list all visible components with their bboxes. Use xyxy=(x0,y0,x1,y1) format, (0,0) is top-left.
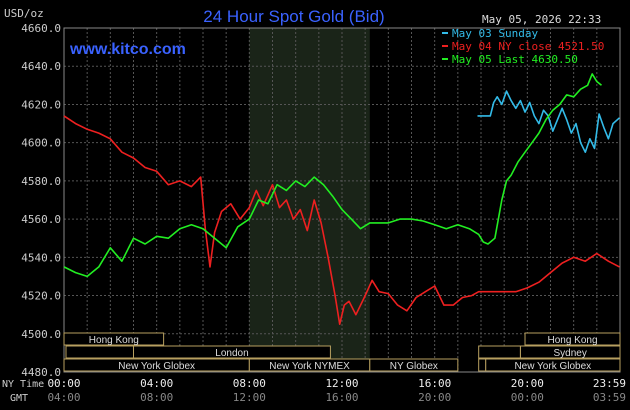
plot-frame xyxy=(63,27,621,373)
market-bar xyxy=(369,358,459,372)
market-bar-stub xyxy=(478,345,521,359)
y-tick-label: 4480.0 xyxy=(21,366,61,379)
x-tick-label-ny: 08:00 xyxy=(233,377,266,390)
x-tick-label-ny: 16:00 xyxy=(418,377,451,390)
series-layer xyxy=(63,73,621,326)
x-tick-label-ny: 20:00 xyxy=(511,377,544,390)
market-bar-stub xyxy=(65,345,134,359)
market-bar-label: Hong Kong xyxy=(547,335,597,346)
series-line-3 xyxy=(63,73,603,278)
market-bar xyxy=(524,332,621,346)
x-tick-label-ny: 04:00 xyxy=(140,377,173,390)
legend-entry: May 03 Sunday xyxy=(452,27,538,40)
market-bar-label: London xyxy=(215,348,248,359)
market-bar-label: New York Globex xyxy=(118,361,195,372)
x-tick-label-gmt: 20:00 xyxy=(418,391,451,404)
legend-entry: May 05 Last 4630.50 xyxy=(452,53,578,66)
y-tick-label: 4500.0 xyxy=(21,328,61,341)
y-tick-label: 4580.0 xyxy=(21,175,61,188)
x-tick-label-gmt: 12:00 xyxy=(233,391,266,404)
y-tick-label: 4640.0 xyxy=(21,60,61,73)
session-shade-layer xyxy=(249,28,370,372)
website-link[interactable]: www.kitco.com xyxy=(69,41,186,58)
legend-entry: May 04 NY close 4521.50 xyxy=(452,40,604,53)
y-tick-label: 4540.0 xyxy=(21,251,61,264)
market-bar-label: NY Globex xyxy=(390,361,438,372)
x-tick-label-gmt: 00:00 xyxy=(511,391,544,404)
timestamp: May 05, 2026 22:33 xyxy=(482,13,601,26)
y-tick-label: 4660.0 xyxy=(21,22,61,35)
y-tick-label: 4520.0 xyxy=(21,290,61,303)
market-session-bars: Hong Kong Hong Kong London Sydney New York G… xyxy=(63,332,621,372)
nymex-session-shade xyxy=(249,28,370,372)
market-bar-label: Hong Kong xyxy=(89,335,139,346)
market-bar-label: New York Globex xyxy=(514,361,591,372)
gmt-row-label: GMT xyxy=(10,393,28,404)
market-bar-stub xyxy=(478,358,487,372)
y-tick-label: 4620.0 xyxy=(21,98,61,111)
axis-layer: 4660.0 4640.0 4620.0 4600.0 4580.0 4560.0 4540… xyxy=(21,22,626,404)
ny-time-row-label: NY Time xyxy=(2,379,44,390)
market-bar-label: Sydney xyxy=(554,348,587,359)
series-line-1 xyxy=(477,90,621,153)
series-line-2 xyxy=(63,115,620,326)
chart-title: 24 Hour Spot Gold (Bid) xyxy=(203,7,384,26)
x-tick-label-gmt: 08:00 xyxy=(140,391,173,404)
x-tick-label-ny: 12:00 xyxy=(325,377,358,390)
x-tick-label-ny: 23:59 xyxy=(593,377,626,390)
x-tick-label-ny: 00:00 xyxy=(47,377,80,390)
x-tick-label-gmt: 03:59 xyxy=(593,391,626,404)
market-bar xyxy=(63,332,165,346)
y-tick-label: 4600.0 xyxy=(21,137,61,150)
x-tick-label-gmt: 04:00 xyxy=(47,391,80,404)
y-axis-label: USD/oz xyxy=(4,7,44,20)
x-tick-label-gmt: 16:00 xyxy=(325,391,358,404)
y-tick-label: 4560.0 xyxy=(21,213,61,226)
grid-layer xyxy=(63,27,621,373)
market-bar-label: New York NYMEX xyxy=(269,361,350,372)
